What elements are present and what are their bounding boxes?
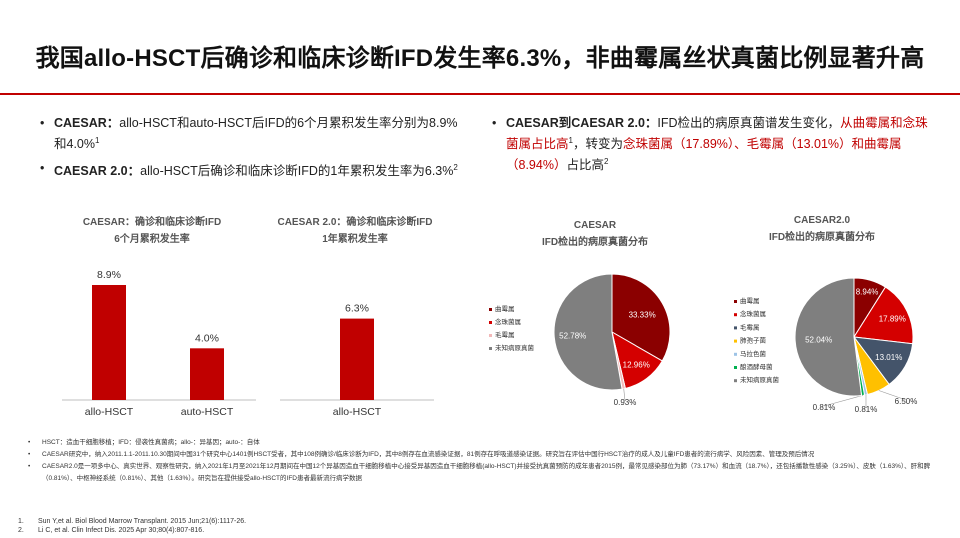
bullet-spectrum-change: CAESAR到CAESAR 2.0：IFD检出的病原真菌谱发生变化，从曲霉属和念… [492, 114, 932, 174]
page-title: 我国allo-HSCT后确诊和临床诊断IFD发生率6.3%，非曲霉属丝状真菌比例… [35, 45, 925, 72]
pie-chart-1-leader-line-2 [623, 388, 626, 402]
pie-chart-2-legend-swatch-5 [734, 366, 737, 369]
references: 1. Sun Y,et al. Biol Blood Marrow Transpl… [18, 517, 246, 535]
pie-chart-2-legend-swatch-2 [734, 326, 737, 330]
pie-chart-2-leader-line-3 [878, 390, 907, 401]
bar-chart-2-title: CAESAR 2.0：确诊和临床诊断IFD 1年累积发生率 [277, 217, 433, 245]
bullet-caesar2: CAESAR 2.0：allo-HSCT后确诊和临床诊断IFD的1年累积发生率为… [40, 159, 460, 180]
pie-chart-1-slice-3 [553, 273, 623, 391]
pie-chart-1-value-label-0: 33.33% [629, 311, 656, 320]
pie-chart-2-legend-label-0: 曲霉属 [740, 296, 760, 305]
pie-chart-1-legend-swatch-2 [489, 334, 492, 337]
pie-chart-1-slice-0 [611, 273, 671, 362]
pie-chart-1-legend-label-1: 念珠菌属 [495, 317, 521, 326]
pie-chart-2-slice-6 [794, 277, 863, 397]
pie-chart-2-legend-label-1: 念珠菌属 [740, 309, 766, 318]
pie-chart-1-legend-swatch-0 [489, 308, 492, 311]
pie-chart-2-legend-swatch-3 [734, 339, 737, 343]
pie-chart-2-value-label-2: 13.01% [875, 353, 902, 362]
pie-chart-1-legend-label-3: 未知病原真菌 [495, 343, 535, 352]
footnotes: HSCT：造血干细胞移植；IFD：侵袭性真菌病；allo-：异基因；auto-：… [28, 437, 933, 485]
bar-chart-1-category-label-1: auto-HSCT [181, 406, 234, 418]
pie-chart-2-legend-swatch-4 [734, 352, 737, 356]
bar-chart-1-value-label-1: 4.0% [195, 332, 219, 344]
pie-chart-2-value-label-3: 6.50% [895, 397, 918, 406]
footnote-caesar: CAESAR研究中，纳入2011.1.1-2011.10.30期间中国31个研究… [28, 449, 933, 461]
bar-chart-1-bar-1 [190, 348, 224, 400]
bar-chart-2-value-label-0: 6.3% [345, 303, 369, 315]
right-bullets: CAESAR到CAESAR 2.0：IFD检出的病原真菌谱发生变化，从曲霉属和念… [492, 114, 932, 180]
pie-chart-2-legend-label-6: 未知病原真菌 [740, 375, 780, 384]
reference-2: 2. Li C, et al. Clin Infect Dis. 2025 Apr… [18, 527, 205, 534]
bar-chart-2-category-label-0: allo-HSCT [333, 406, 382, 418]
pie-chart-2-value-label-4: 0.81% [855, 405, 878, 414]
pie-chart-2-leader-line-5 [823, 395, 864, 407]
pie-chart-1-legend-label-0: 曲霉属 [495, 304, 515, 313]
bar-chart-2-bar-0 [340, 318, 374, 400]
reference-1: 1. Sun Y,et al. Biol Blood Marrow Transpl… [18, 518, 247, 525]
pie-chart-2-value-label-5: 0.81% [813, 403, 836, 412]
title-divider [0, 93, 960, 95]
pie-chart-2-legend-label-3: 肺孢子菌 [740, 336, 767, 345]
pie-chart-2-value-label-1: 17.89% [879, 315, 906, 324]
pie-chart-2-legend-label-2: 毛霉属 [740, 322, 760, 331]
pie-chart-2-title: CAESAR2.0 IFD检出的病原真菌分布 [768, 215, 876, 243]
pie-chart-2-legend-label-5: 酿酒酵母菌 [740, 362, 773, 371]
left-bullets: CAESAR：allo-HSCT和auto-HSCT后IFD的6个月累积发生率分… [40, 114, 460, 186]
pie-chart-2-legend-label-4: 马拉色菌 [740, 349, 767, 358]
pie-chart-1-legend-swatch-1 [489, 321, 492, 324]
pie-chart-2-value-label-6: 52.04% [805, 335, 832, 344]
pie-chart-2-value-label-0: 8.94% [856, 288, 879, 297]
pie-chart-1-legend-label-2: 毛霉属 [495, 330, 515, 339]
pie-chart-2-legend-swatch-0 [734, 300, 737, 303]
pie-chart-1-value-label-1: 12.96% [623, 361, 650, 370]
bar-chart-1-category-label-0: allo-HSCT [85, 406, 134, 418]
bullet-caesar: CAESAR：allo-HSCT和auto-HSCT后IFD的6个月累积发生率分… [40, 114, 460, 153]
pie-chart-2-legend-swatch-6 [734, 379, 737, 383]
footnote-abbreviations: HSCT：造血干细胞移植；IFD：侵袭性真菌病；allo-：异基因；auto-：… [28, 437, 933, 449]
bar-chart-1-value-label-0: 8.9% [97, 269, 121, 281]
footnote-caesar2: CAESAR2.0是一项多中心、真实世界、观察性研究，纳入2021年1月至202… [28, 461, 933, 485]
pie-chart-1-value-label-2: 0.93% [614, 398, 637, 407]
bar-chart-1-bar-0 [92, 285, 126, 400]
bar-chart-1-title: CAESAR：确诊和临床诊断IFD 6个月累积发生率 [82, 217, 222, 245]
pie-chart-2-slice-1 [853, 286, 914, 345]
pie-chart-1-value-label-3: 52.78% [559, 331, 586, 340]
pie-chart-1-legend-swatch-3 [489, 347, 492, 350]
pie-chart-1-title: CAESAR IFD检出的病原真菌分布 [541, 220, 649, 248]
pie-chart-2-legend-swatch-1 [734, 313, 737, 317]
